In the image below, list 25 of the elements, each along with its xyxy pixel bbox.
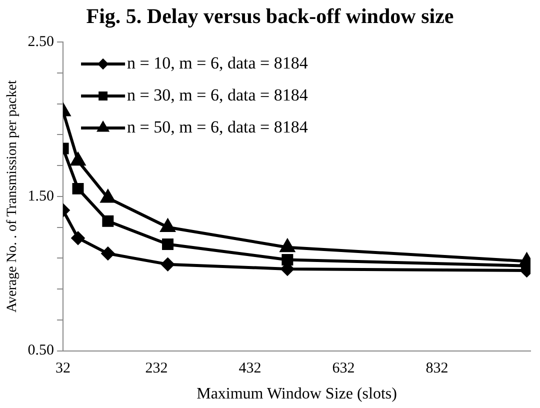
point	[102, 215, 114, 227]
point	[162, 238, 174, 250]
legend-label: n = 10, m = 6, data = 8184	[127, 53, 308, 72]
y-tick-label: 2.50	[28, 34, 54, 50]
y-axis-title: Average No. . of Transmission per packet	[5, 80, 20, 313]
point	[282, 254, 294, 266]
legend-label: n = 30, m = 6, data = 8184	[127, 85, 308, 104]
x-tick-label: 632	[332, 360, 355, 377]
point	[72, 232, 85, 245]
legend-label: n = 50, m = 6, data = 8184	[127, 117, 308, 136]
point	[72, 182, 84, 194]
x-tick-label: 232	[145, 360, 168, 377]
x-tick-label: 432	[238, 360, 262, 377]
x-axis-title: Maximum Window Size (slots)	[196, 386, 397, 403]
point	[280, 239, 295, 252]
chart-title: Fig. 5. Delay versus back-off window size	[85, 4, 455, 29]
y-tick-label: 1.50	[28, 188, 54, 204]
x-tick-label: 32	[56, 360, 71, 377]
point	[100, 190, 116, 203]
y-tick-label: 0.50	[28, 342, 54, 359]
point	[70, 152, 86, 166]
point	[160, 219, 175, 232]
x-tick-label: 832	[426, 360, 448, 377]
point	[101, 247, 114, 260]
point	[161, 258, 174, 271]
